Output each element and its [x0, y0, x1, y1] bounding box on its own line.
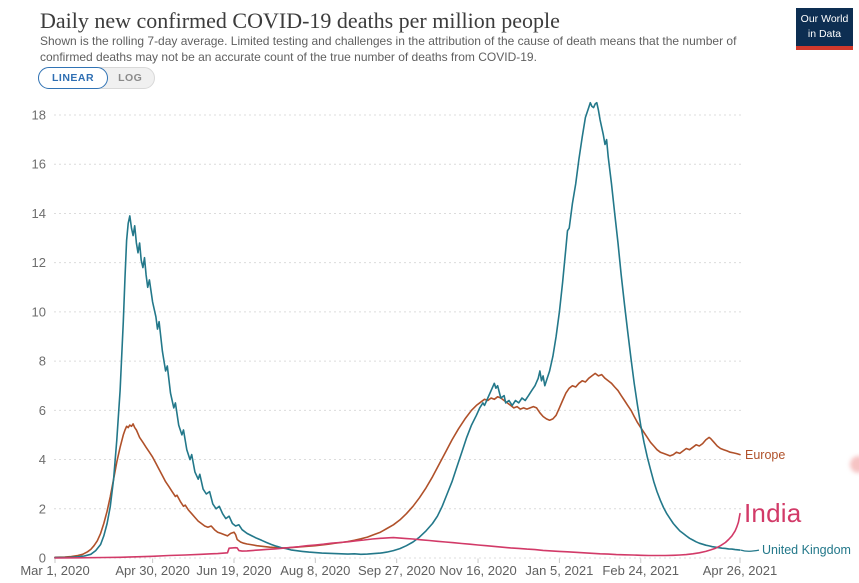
log-scale-button[interactable]: LOG — [118, 72, 143, 84]
series-line-europe[interactable] — [54, 372, 741, 559]
x-axis-tick-label: Jan 5, 2021 — [525, 563, 593, 578]
y-axis-tick-label: 12 — [32, 255, 46, 270]
y-axis-tick-label: 14 — [32, 206, 46, 221]
edge-red-marker — [850, 456, 859, 473]
x-axis-tick-label: Apr 30, 2020 — [115, 563, 189, 578]
y-axis-tick-label: 4 — [39, 452, 46, 467]
y-axis-tick-label: 16 — [32, 157, 46, 172]
x-axis-tick-label: Feb 24, 2021 — [602, 563, 679, 578]
y-axis-tick-label: 8 — [39, 354, 46, 369]
x-axis-tick-label: Nov 16, 2020 — [439, 563, 516, 578]
series-label-united-kingdom: United Kingdom — [762, 543, 851, 558]
y-axis-tick-label: 18 — [32, 108, 46, 123]
x-axis-tick-label: Apr 26, 2021 — [703, 563, 777, 578]
scale-toggle: LINEAR LOG — [38, 67, 156, 89]
series-line-india[interactable] — [54, 512, 741, 559]
linear-scale-button[interactable]: LINEAR — [38, 67, 109, 89]
y-axis-tick-label: 6 — [39, 403, 46, 418]
page-title: Daily new confirmed COVID-19 deaths per … — [40, 8, 560, 33]
label-connector — [740, 549, 760, 552]
x-axis-tick-label: Mar 1, 2020 — [20, 563, 89, 578]
series-label-india: India — [744, 497, 802, 528]
y-axis-tick-label: 2 — [39, 501, 46, 516]
y-axis-tick-label: 10 — [32, 304, 46, 319]
x-axis-tick-label: Jun 19, 2020 — [196, 563, 271, 578]
owid-logo-line2: in Data — [807, 28, 842, 41]
owid-logo[interactable]: Our World in Data — [796, 8, 853, 50]
x-axis-tick-label: Aug 8, 2020 — [280, 563, 350, 578]
x-axis-tick-label: Sep 27, 2020 — [358, 563, 435, 578]
y-axis-tick-label: 0 — [39, 551, 46, 566]
series-label-europe: Europe — [745, 447, 786, 462]
owid-logo-line1: Our World — [800, 13, 849, 25]
series-line-united-kingdom[interactable] — [54, 101, 741, 559]
chart-subtitle: Shown is the rolling 7-day average. Limi… — [40, 34, 737, 64]
